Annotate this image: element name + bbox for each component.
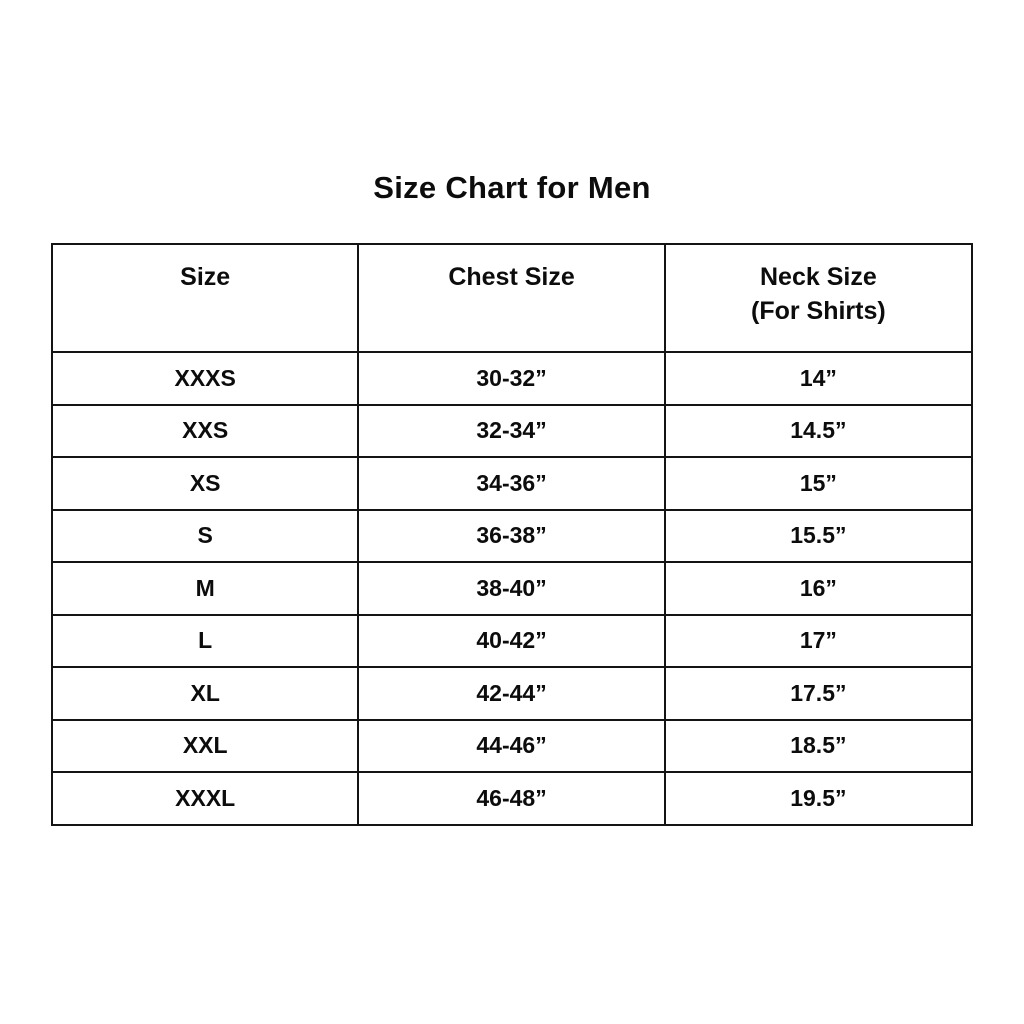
table-cell: 14” [663,351,974,406]
table-head: Size Chest Size Neck Size (For Shirts) [50,243,974,353]
table-cell: XXXS [50,351,360,406]
table-cell: 15.5” [663,508,974,563]
table-row: S 36-38” 15.5” [50,508,974,563]
column-header-label: Chest Size [448,263,575,291]
table-body: XXXS 30-32” 14” XXS 32-34” 14.5” XS 34-36” 15” S 3… [50,351,974,826]
table-cell: XXXL [50,771,360,826]
column-header-sublabel: (For Shirts) [751,296,886,325]
table-cell: S [50,508,360,563]
table-cell: XXS [50,403,360,458]
column-header: Size [50,243,360,353]
column-header: Neck Size (For Shirts) [663,243,974,353]
table-cell: 44-46” [357,718,666,773]
table-cell: 34-36” [357,456,666,511]
page-title: Size Chart for Men [373,170,651,205]
column-header-label: Size [180,263,231,291]
table-cell: 38-40” [357,561,666,616]
table-cell: 46-48” [357,771,666,826]
table-cell: 17.5” [663,666,974,721]
table-row: XL 42-44” 17.5” [50,666,974,721]
table-cell: 15” [663,456,974,511]
table-cell: 19.5” [663,771,974,826]
table-cell: 32-34” [357,403,666,458]
table-row: XXL 44-46” 18.5” [50,718,974,773]
table-cell: 30-32” [357,351,666,406]
table-row: XXXS 30-32” 14” [50,351,974,406]
table-row: XXXL 46-48” 19.5” [50,771,974,826]
size-table: Size Chest Size Neck Size (For Shirts) XXXS… [50,243,974,826]
table-cell: 40-42” [357,613,666,668]
table-row: XXS 32-34” 14.5” [50,403,974,458]
table-cell: 42-44” [357,666,666,721]
table-cell: L [50,613,360,668]
header-row: Size Chest Size Neck Size (For Shirts) [50,243,974,353]
table-cell: 17” [663,613,974,668]
table-row: L 40-42” 17” [50,613,974,668]
table-cell: M [50,561,360,616]
table-cell: 14.5” [663,403,974,458]
table-row: M 38-40” 16” [50,561,974,616]
table-cell: XL [50,666,360,721]
table-cell: 16” [663,561,974,616]
table-row: XS 34-36” 15” [50,456,974,511]
table-cell: XXL [50,718,360,773]
column-header: Chest Size [357,243,666,353]
column-header-label: Neck Size [759,263,877,291]
table-cell: 36-38” [357,508,666,563]
table-cell: 18.5” [663,718,974,773]
table-cell: XS [50,456,360,511]
